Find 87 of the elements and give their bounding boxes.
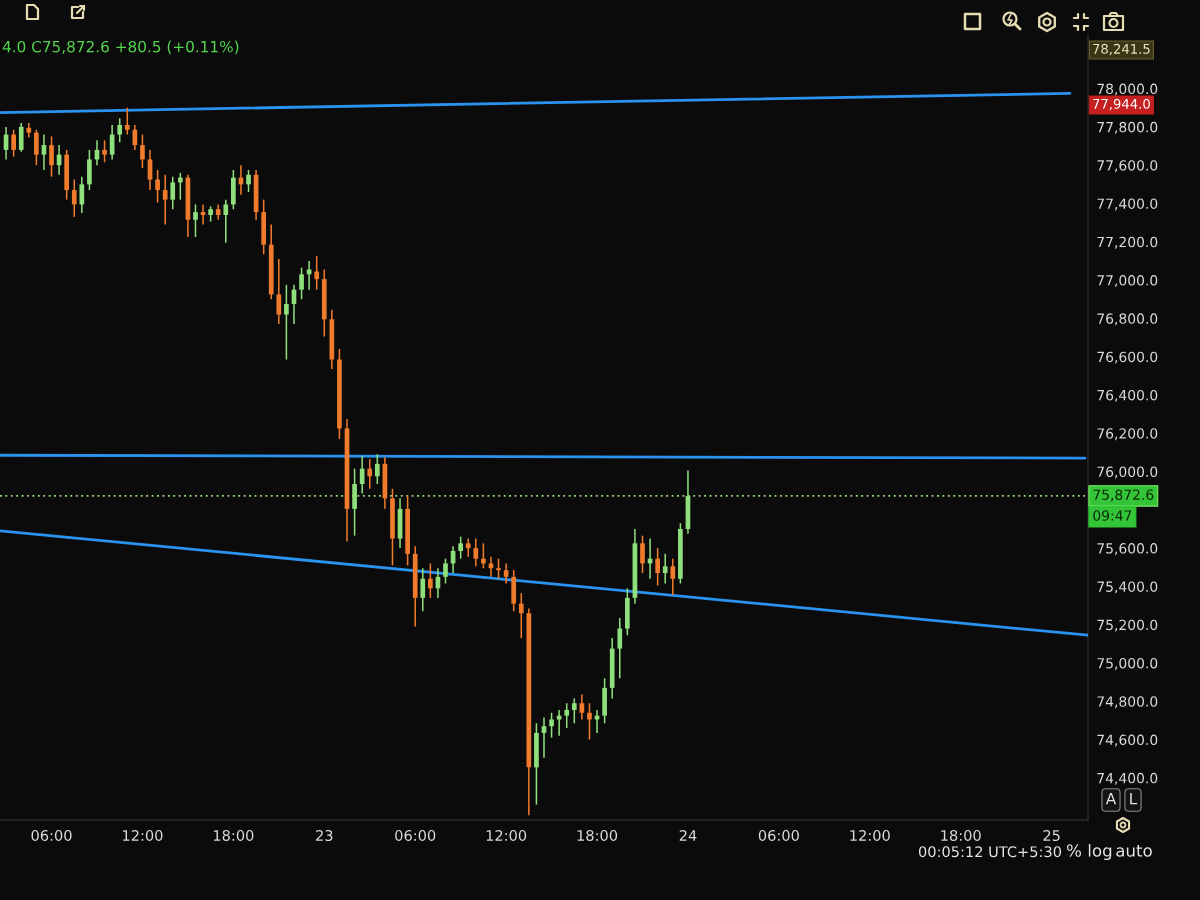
candlestick: [162, 174, 168, 226]
candlestick: [549, 712, 554, 739]
candlestick: [117, 117, 123, 143]
candlestick: [18, 122, 24, 153]
x-tick-label: 12:00: [123, 829, 163, 842]
y-tick-label: 76,400.0: [1097, 389, 1158, 402]
y-tick-label: 76,600.0: [1097, 351, 1158, 364]
x-tick-label: 06:00: [758, 829, 799, 842]
x-tick-label: 06:00: [395, 829, 436, 842]
y-tick-label: 74,800.0: [1097, 696, 1158, 709]
text: A: [1105, 793, 1117, 805]
candlestick: [124, 106, 130, 136]
y-tick-label: 76,800.0: [1097, 313, 1158, 326]
candlestick: [488, 555, 494, 578]
candlestick: [367, 458, 373, 490]
text: %: [1067, 844, 1081, 857]
x-tick-label: 06:00: [31, 829, 72, 842]
candlestick: [200, 203, 206, 226]
y-tick-label: 75,400.0: [1097, 581, 1158, 594]
candlestick: [503, 562, 509, 585]
candlestick: [496, 557, 501, 580]
candlestick: [655, 547, 660, 587]
candlestick: [284, 284, 289, 361]
y-tick-label: 77,600.0: [1097, 160, 1158, 173]
text: 09:47: [1093, 510, 1132, 521]
candlestick: [374, 453, 380, 485]
candlestick: [443, 557, 448, 585]
candlestick: [170, 175, 176, 210]
y-tick-label: 78,000.0: [1097, 83, 1158, 96]
y-tick-label: 74,400.0: [1097, 772, 1158, 785]
candlestick: [193, 203, 198, 238]
candlestick: [223, 198, 229, 244]
candlestick: [276, 258, 282, 325]
y-tick-label: 75,000.0: [1097, 657, 1158, 670]
text: 00:05:12 UTC+5:30: [918, 846, 1062, 858]
candlestick: [420, 567, 426, 613]
candlestick: [359, 455, 365, 495]
candlestick: [662, 553, 668, 585]
candlestick: [11, 129, 16, 158]
candlestick: [79, 175, 85, 214]
candlestick: [473, 537, 479, 568]
text: 77,944.0: [1093, 98, 1150, 111]
candlestick: [140, 133, 145, 169]
candlestick: [564, 702, 570, 729]
x-tick-label: 18:00: [577, 829, 618, 842]
candlestick: [458, 535, 464, 560]
candlestick: [155, 169, 160, 204]
candlestick: [481, 542, 486, 569]
text: 78,241.5: [1093, 43, 1150, 56]
candlestick: [34, 129, 39, 166]
candlestick: [177, 172, 183, 201]
y-tick-label: 76,200.0: [1097, 428, 1158, 441]
y-tick-label: 76,000.0: [1097, 466, 1158, 479]
ref-line-label: 75,872.6: [1093, 489, 1154, 502]
candlestick: [617, 617, 623, 680]
y-tick-label: 77,000.0: [1097, 275, 1158, 287]
candlestick: [587, 702, 592, 741]
x-tick-label: 24: [679, 829, 697, 841]
y-tick-label: 74,600.0: [1097, 734, 1158, 747]
candlestick: [246, 169, 251, 193]
candlestick: [541, 716, 547, 759]
y-tick-label: 77,200.0: [1097, 236, 1158, 249]
candlestick: [670, 557, 676, 596]
x-tick-label: 12:00: [486, 829, 527, 842]
candlestick: [314, 255, 320, 291]
y-tick-label: 75,600.0: [1097, 543, 1158, 556]
candlestick: [640, 534, 645, 574]
y-tick-label: 77,400.0: [1097, 198, 1158, 211]
candlestick: [102, 139, 107, 164]
x-tick-label: 23: [316, 829, 333, 842]
candlestick: [71, 178, 77, 218]
x-tick-label: 18:00: [213, 829, 254, 842]
y-tick-label: 77,800.0: [1097, 121, 1158, 134]
x-tick-label: 25: [1043, 829, 1060, 842]
x-tick-label: 18:00: [941, 829, 981, 842]
x-tick-label: 12:00: [850, 829, 890, 842]
candlestick: [465, 537, 471, 558]
text: auto: [1116, 844, 1152, 857]
candlestick: [299, 266, 304, 300]
y-tick-label: 75,200.0: [1097, 619, 1158, 632]
candlestick: [49, 135, 54, 178]
annotation: 4.0 C75,872.6 +80.5 (+0.11%): [2, 40, 239, 55]
candlestick: [571, 697, 577, 725]
candlestick: [518, 592, 524, 639]
candlestick: [428, 562, 433, 599]
text: log: [1088, 843, 1112, 861]
text: L: [1130, 793, 1138, 805]
